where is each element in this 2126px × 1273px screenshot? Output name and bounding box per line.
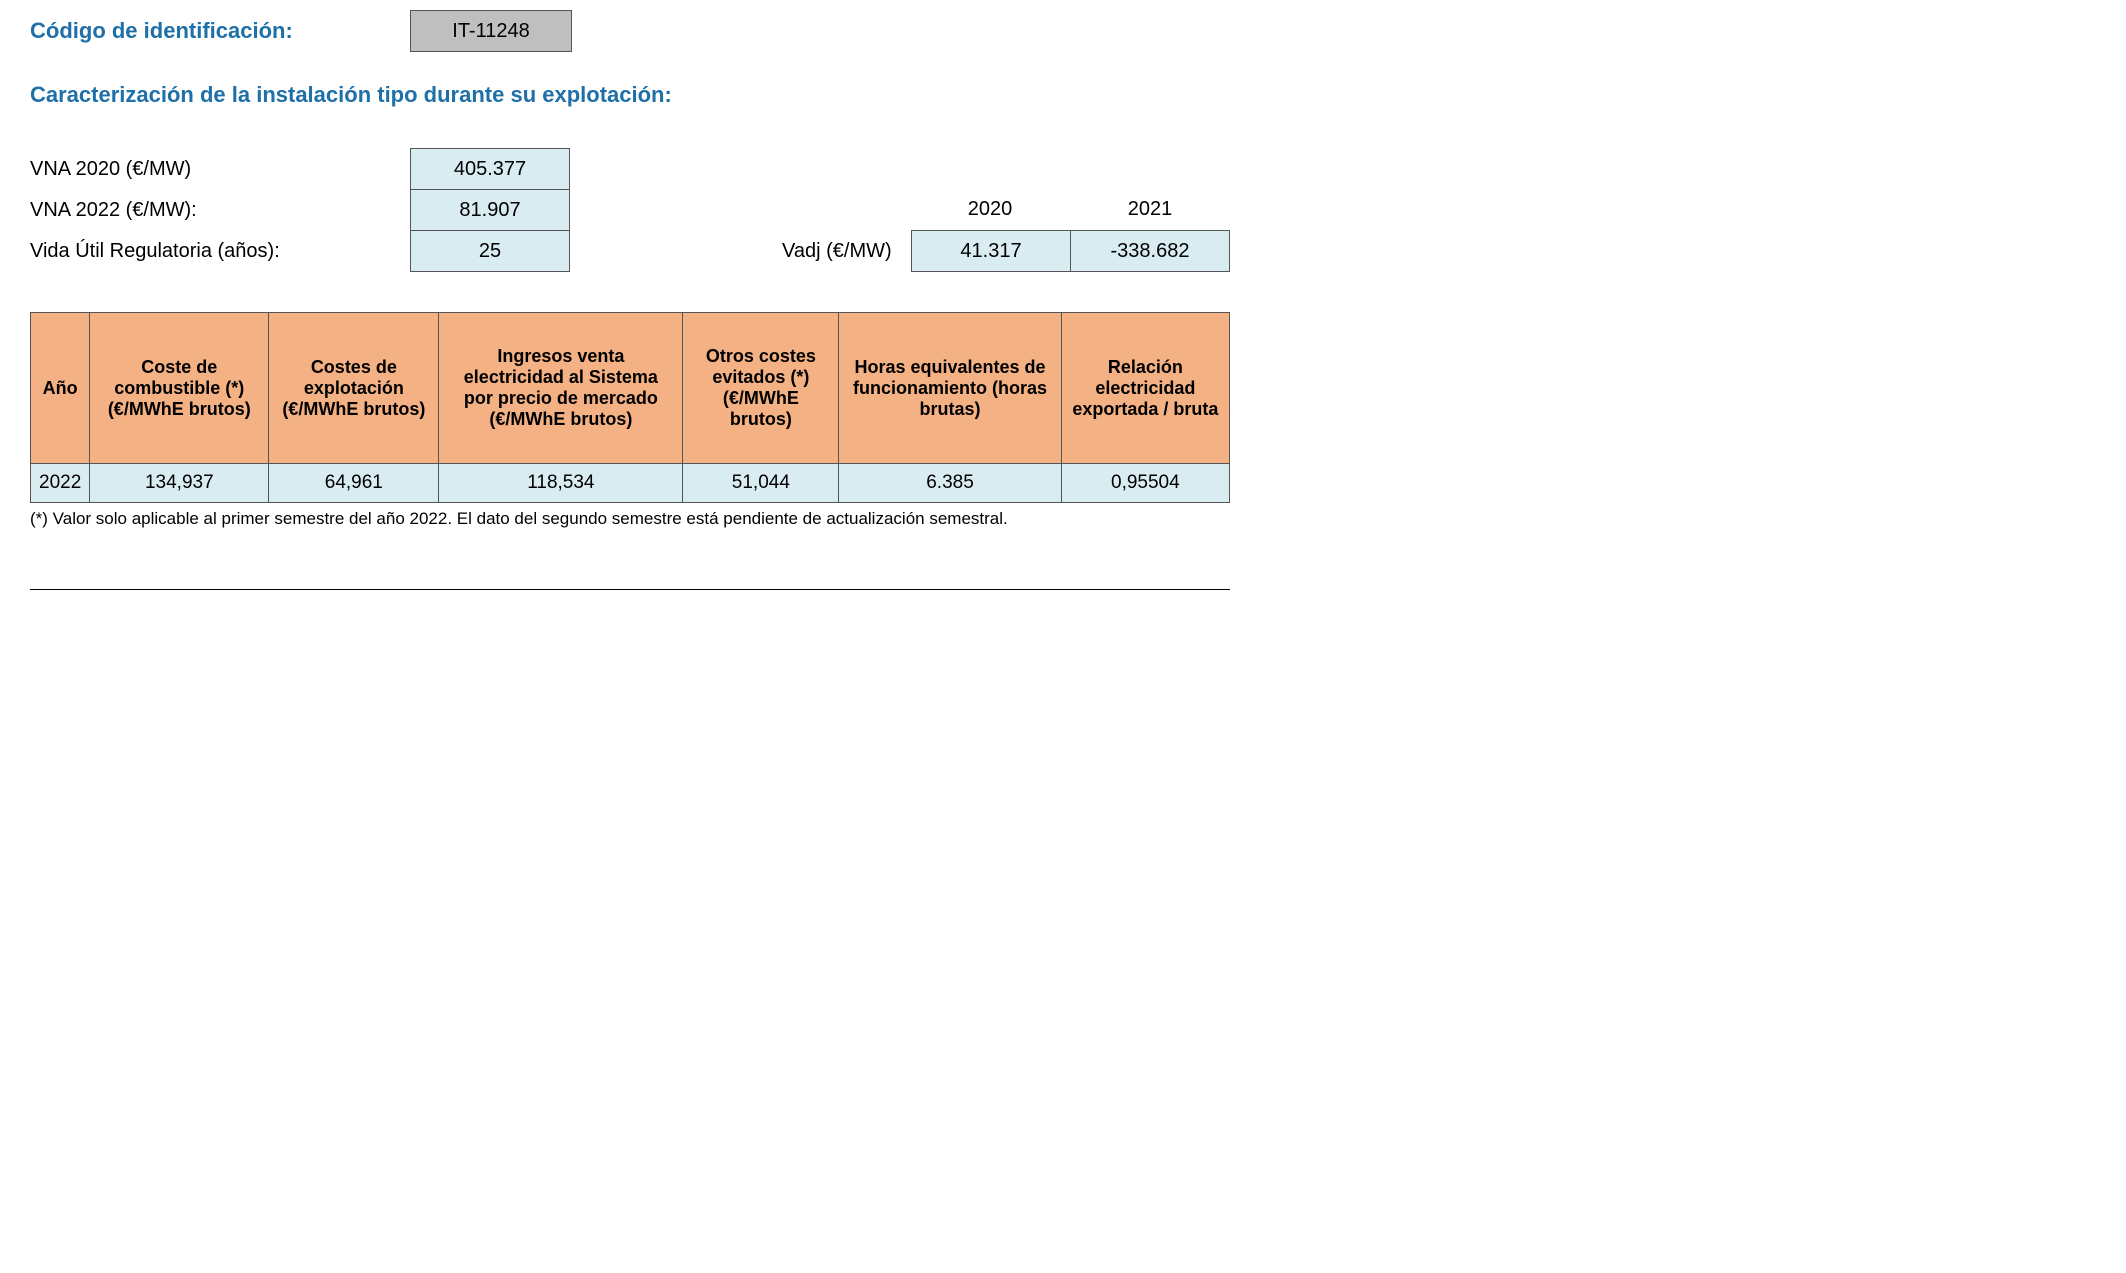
codigo-label: Código de identificación: xyxy=(30,18,410,44)
vida-row: Vida Útil Regulatoria (años): 25 xyxy=(30,231,570,272)
td-horas-equiv: 6.385 xyxy=(839,464,1061,503)
th-ingresos-venta: Ingresos venta electricidad al Sistema p… xyxy=(439,313,683,464)
td-coste-combustible: 134,937 xyxy=(90,464,269,503)
th-relacion-elec: Relación electricidad exportada / bruta xyxy=(1061,313,1229,464)
caracterizacion-heading: Caracterización de la instalación tipo d… xyxy=(30,82,2096,108)
th-costes-explotacion: Costes de explotación (€/MWhE brutos) xyxy=(269,313,439,464)
vadj-group: 2020 2021 Vadj (€/MW) 41.317 -338.682 xyxy=(782,188,1230,272)
th-horas-equiv: Horas equivalentes de funcionamiento (ho… xyxy=(839,313,1061,464)
codigo-row: Código de identificación: IT-11248 xyxy=(30,10,2096,52)
vna2022-label: VNA 2022 (€/MW): xyxy=(30,199,410,222)
th-coste-combustible: Coste de combustible (*) (€/MWhE brutos) xyxy=(90,313,269,464)
td-costes-explotacion: 64,961 xyxy=(269,464,439,503)
vna2022-row: VNA 2022 (€/MW): 81.907 xyxy=(30,190,570,231)
vna2020-row: VNA 2020 (€/MW) 405.377 xyxy=(30,148,570,190)
codigo-value-box: IT-11248 xyxy=(410,10,572,52)
table-header-row: Año Coste de combustible (*) (€/MWhE bru… xyxy=(31,313,1230,464)
separator-line xyxy=(30,589,1230,590)
vadj-values-row: Vadj (€/MW) 41.317 -338.682 xyxy=(782,230,1230,272)
vadj-year-2020: 2020 xyxy=(910,188,1070,230)
footnote-text: (*) Valor solo aplicable al primer semes… xyxy=(30,509,2096,529)
td-ingresos-venta: 118,534 xyxy=(439,464,683,503)
vadj-val-2020: 41.317 xyxy=(911,230,1071,272)
td-relacion-elec: 0,95504 xyxy=(1061,464,1229,503)
vadj-val-2021: -338.682 xyxy=(1070,230,1230,272)
params-block: VNA 2020 (€/MW) 405.377 VNA 2022 (€/MW):… xyxy=(30,148,1230,272)
left-params: VNA 2020 (€/MW) 405.377 VNA 2022 (€/MW):… xyxy=(30,148,570,272)
vadj-year-2021: 2021 xyxy=(1070,188,1230,230)
vida-value: 25 xyxy=(410,230,570,272)
vida-label: Vida Útil Regulatoria (años): xyxy=(30,240,410,263)
table-row: 2022 134,937 64,961 118,534 51,044 6.385… xyxy=(31,464,1230,503)
td-ano: 2022 xyxy=(31,464,90,503)
vadj-label: Vadj (€/MW) xyxy=(782,240,912,263)
main-data-table: Año Coste de combustible (*) (€/MWhE bru… xyxy=(30,312,1230,503)
vna2020-value: 405.377 xyxy=(410,148,570,190)
vna2020-label: VNA 2020 (€/MW) xyxy=(30,158,410,181)
td-otros-costes: 51,044 xyxy=(683,464,839,503)
th-ano: Año xyxy=(31,313,90,464)
vadj-years-row: 2020 2021 xyxy=(910,188,1230,230)
vna2022-value: 81.907 xyxy=(410,189,570,231)
th-otros-costes: Otros costes evitados (*) (€/MWhE brutos… xyxy=(683,313,839,464)
